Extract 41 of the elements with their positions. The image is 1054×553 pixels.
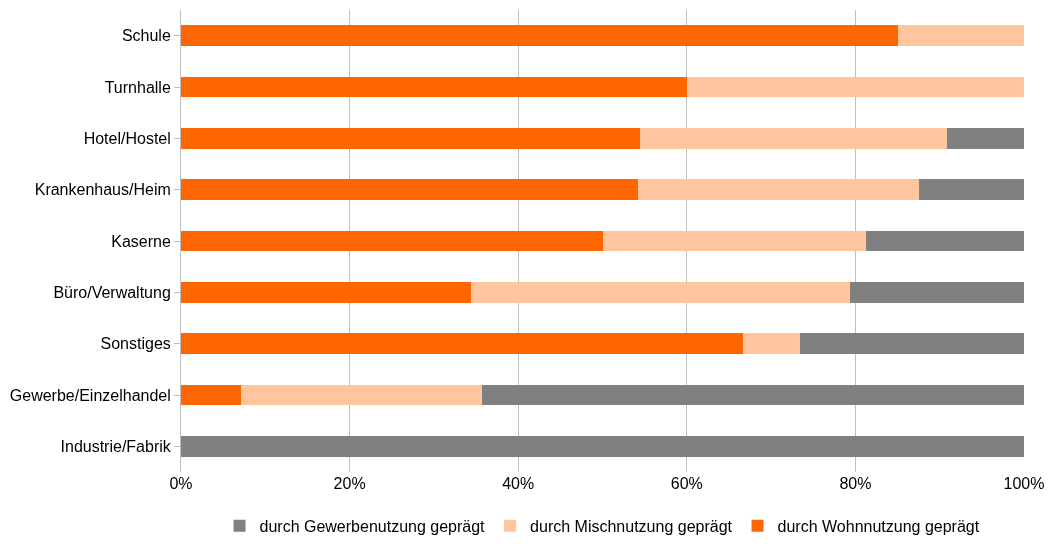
legend-label: durch Gewerbenutzung geprägt: [259, 518, 486, 536]
legend-label: durch Wohnnutzung geprägt: [777, 518, 980, 536]
bar: [181, 76, 687, 98]
bar: [849, 282, 1024, 303]
x-tick-label: 20%: [333, 475, 366, 492]
bar: [181, 179, 638, 200]
bar: [947, 128, 1024, 149]
bar: [637, 179, 919, 200]
y-tick-label: Gewerbe/Einzelhandel: [9, 386, 171, 404]
bar: [743, 333, 800, 354]
y-tick-label: Hotel/Hostel: [83, 129, 171, 147]
x-tick-label: 60%: [670, 475, 703, 492]
bar: [181, 333, 744, 354]
x-tick-label: 80%: [839, 475, 872, 492]
x-tick-label: 100%: [1003, 475, 1045, 492]
bar: [181, 282, 471, 303]
bar: [181, 25, 898, 46]
y-tick-label: Büro/Verwaltung: [53, 283, 171, 301]
bar: [918, 179, 1024, 200]
x-tick-label: 0%: [169, 475, 193, 492]
bar: [799, 333, 1024, 354]
bar: [240, 384, 482, 406]
bar: [602, 230, 867, 252]
y-tick-label: Krankenhaus/Heim: [34, 181, 171, 199]
bar: [181, 384, 241, 406]
bar: [470, 282, 850, 303]
bar: [181, 230, 603, 252]
bar: [686, 76, 1024, 98]
legend-label: durch Mischnutzung geprägt: [530, 518, 733, 536]
bar: [640, 128, 948, 149]
bar: [181, 128, 641, 149]
bar: [181, 436, 1024, 457]
bar: [897, 25, 1024, 46]
y-tick-label: Turnhalle: [104, 78, 171, 96]
x-tick-label: 40%: [502, 475, 535, 492]
y-tick-label: Schule: [121, 27, 171, 45]
y-tick-label: Kaserne: [111, 232, 171, 250]
bar: [481, 384, 1024, 406]
y-tick-label: Sonstiges: [100, 335, 171, 353]
bar: [866, 230, 1024, 252]
y-tick-label: Industrie/Fabrik: [60, 437, 172, 455]
